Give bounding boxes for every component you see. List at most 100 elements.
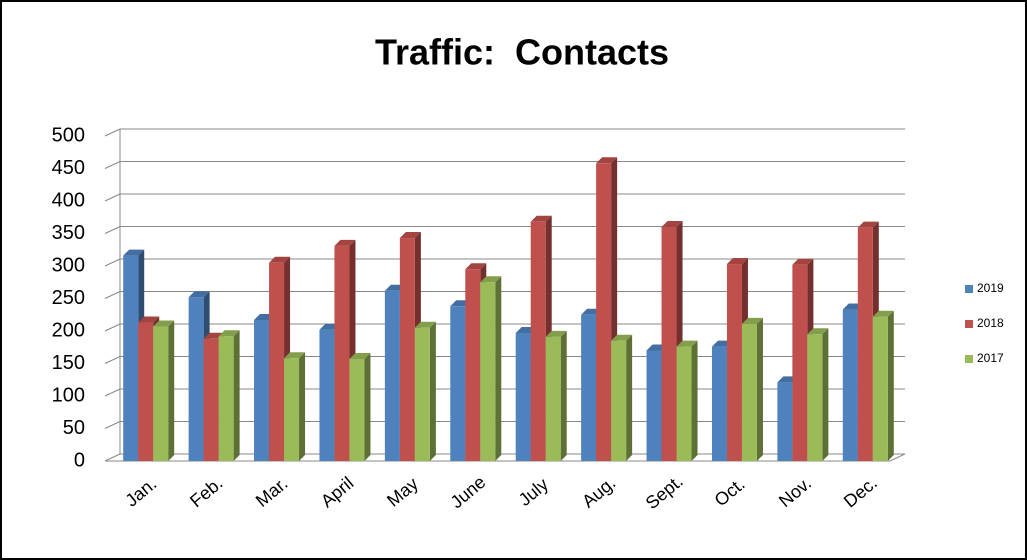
bar <box>596 163 612 462</box>
bar <box>188 297 204 461</box>
bar <box>741 323 757 461</box>
y-tick-label: 50 <box>63 417 85 439</box>
grid-slant <box>104 258 121 267</box>
bar <box>480 282 496 461</box>
bar-top <box>661 221 683 227</box>
bar-top <box>611 334 633 341</box>
legend-swatch <box>965 320 973 328</box>
bar-side <box>495 276 502 461</box>
bar-top <box>480 276 502 283</box>
bar-side <box>756 317 763 461</box>
grid-slant <box>104 161 121 169</box>
bar <box>284 358 300 461</box>
bar-top <box>807 328 829 335</box>
bar-side <box>233 330 240 461</box>
bar <box>203 338 219 461</box>
bar-top <box>349 352 371 359</box>
bar <box>530 221 546 461</box>
grid-slant <box>104 226 121 234</box>
bar <box>269 262 285 461</box>
bar-side <box>887 310 894 461</box>
bar <box>581 314 597 461</box>
bar-side <box>822 328 829 461</box>
bar-side <box>429 321 436 461</box>
bar-top <box>284 352 306 359</box>
bar-top <box>414 321 436 328</box>
bar-top <box>741 317 763 324</box>
y-tick-label: 150 <box>52 352 85 374</box>
bar <box>153 326 169 461</box>
bar <box>545 336 561 461</box>
grid-slant <box>104 388 121 397</box>
y-tick-label: 200 <box>52 319 85 341</box>
floor <box>105 453 906 462</box>
bar <box>646 350 662 461</box>
bar-top <box>399 232 421 239</box>
bar <box>676 346 692 461</box>
bar-side <box>560 330 567 461</box>
bar-top <box>726 258 748 265</box>
bar-top <box>530 215 552 222</box>
bar <box>872 316 888 461</box>
y-tick-label: 250 <box>52 287 85 309</box>
grid-slant <box>104 453 121 462</box>
bar <box>465 269 481 461</box>
bar-top <box>218 330 240 337</box>
legend-label: 2019 <box>977 281 1004 295</box>
bar-top <box>792 258 814 265</box>
legend-swatch <box>965 355 973 363</box>
legend-label: 2017 <box>977 351 1004 365</box>
bar-top <box>123 249 145 256</box>
y-tick-label: 400 <box>52 189 85 211</box>
y-tick-label: 450 <box>52 157 85 179</box>
bar <box>515 332 531 461</box>
legend-swatch <box>965 285 973 293</box>
y-tick-label: 0 <box>74 449 85 471</box>
bar <box>138 322 154 461</box>
bar-side <box>626 334 633 461</box>
grid-slant <box>104 323 121 332</box>
bar-top <box>872 310 894 317</box>
bar-top <box>857 221 879 228</box>
bar-top <box>188 291 210 298</box>
bar-top <box>153 320 175 327</box>
bar-top <box>465 263 487 270</box>
bar-side <box>168 320 175 461</box>
bar <box>777 382 793 461</box>
bar <box>123 255 139 461</box>
bar <box>661 227 677 461</box>
bar-top <box>138 316 160 323</box>
bar <box>611 340 627 461</box>
bar <box>319 329 335 461</box>
chart-title: Traffic: Contacts <box>375 32 669 73</box>
bar-top <box>269 256 291 263</box>
y-tick-label: 100 <box>52 384 85 406</box>
legend-label: 2018 <box>977 316 1004 330</box>
bar-side <box>691 340 698 461</box>
grid-slant <box>104 291 121 299</box>
bar-top <box>676 340 698 347</box>
bar <box>254 319 270 461</box>
bar <box>842 309 858 461</box>
bar-top <box>596 157 618 164</box>
grid-slant <box>104 193 121 202</box>
bar <box>334 245 350 461</box>
bar <box>726 264 742 461</box>
bar <box>218 336 234 461</box>
bar-top <box>334 239 356 246</box>
y-tick-label: 500 <box>52 124 85 146</box>
bar <box>349 358 365 461</box>
bar <box>807 334 823 461</box>
bar-side <box>299 352 306 461</box>
bar-side <box>364 352 371 461</box>
grid-slant <box>104 128 121 137</box>
y-tick-label: 350 <box>52 222 85 244</box>
grid-slant <box>104 421 121 429</box>
bar <box>711 346 727 461</box>
y-tick-label: 300 <box>52 254 85 276</box>
bar <box>450 306 466 461</box>
bar-top <box>545 330 567 337</box>
bar <box>384 290 400 461</box>
